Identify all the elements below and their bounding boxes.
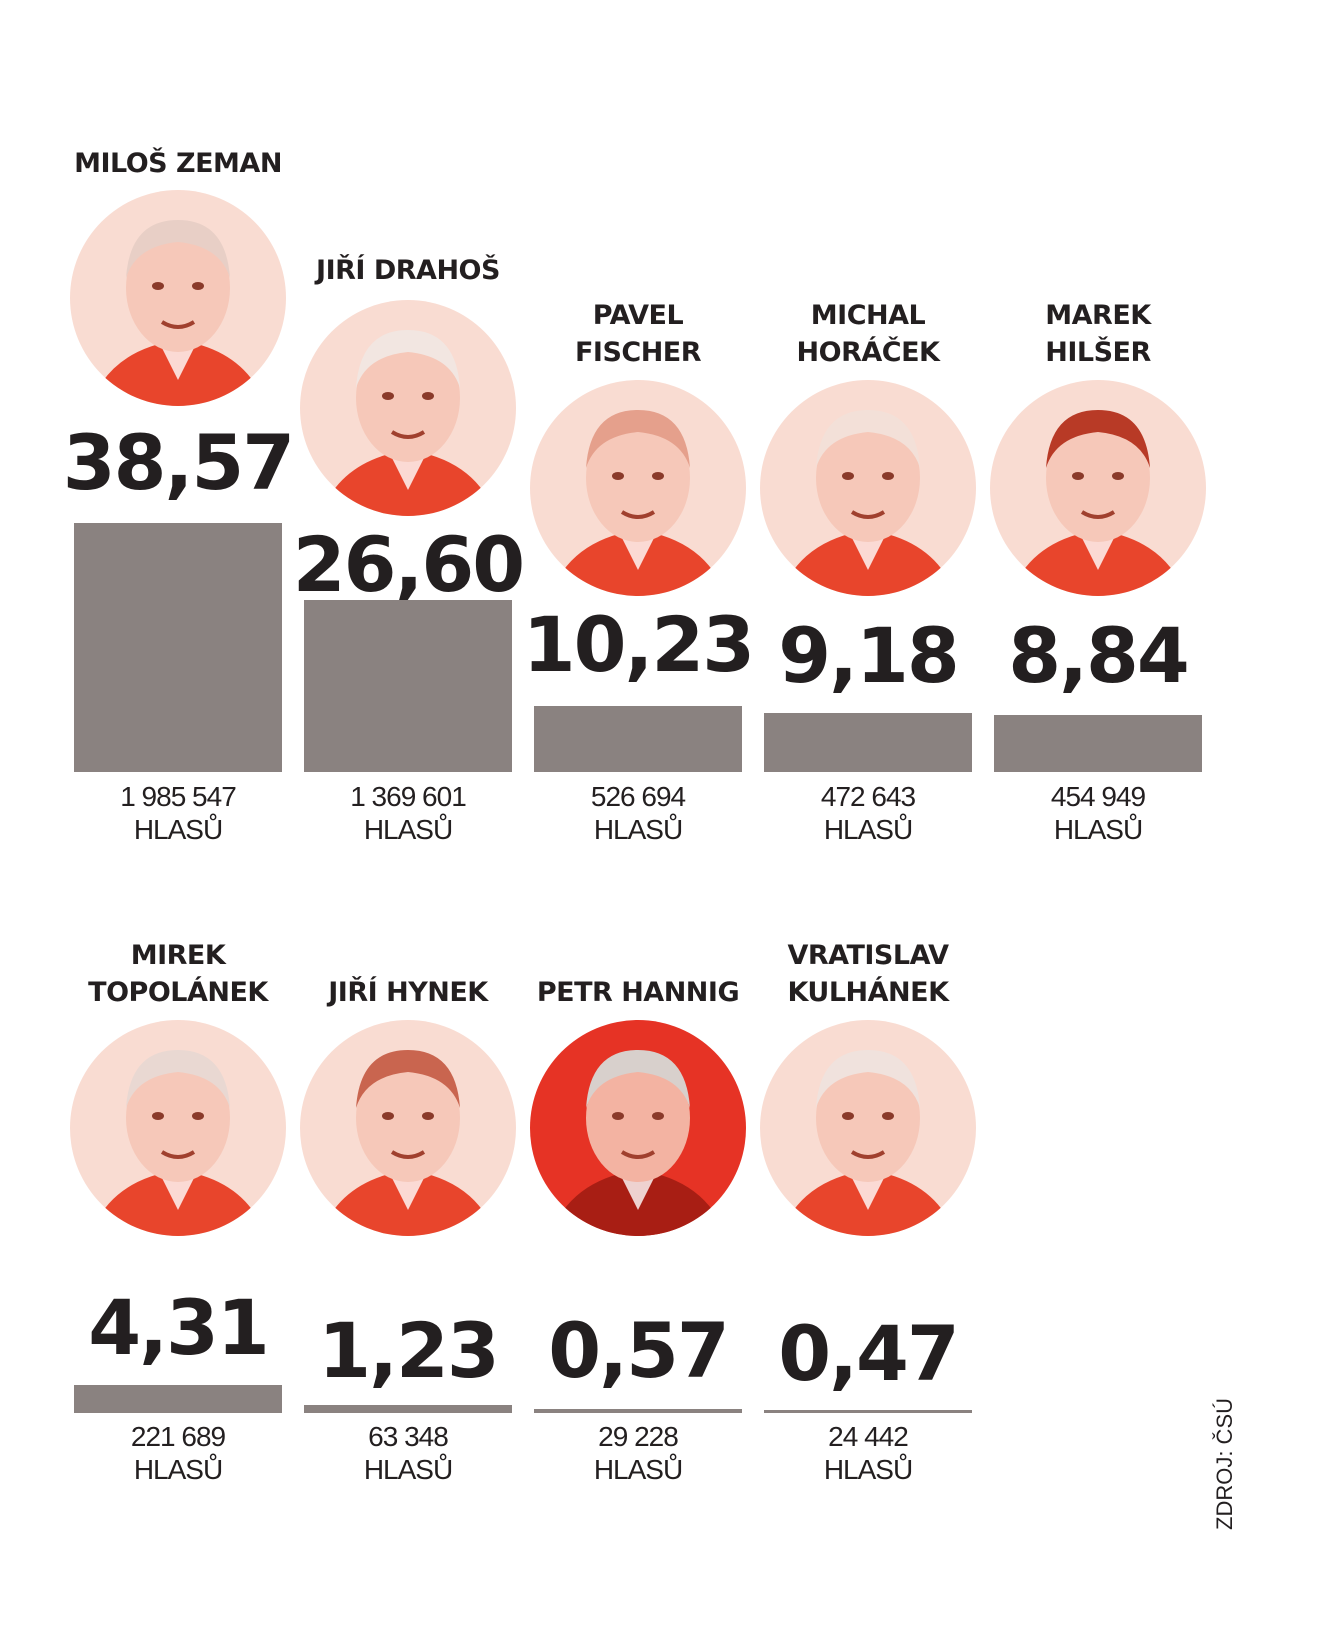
votes-unit: HLASŮ (593, 1454, 683, 1485)
candidate-photo (70, 190, 286, 406)
votes-label: 63 348 HLASŮ (288, 1420, 528, 1486)
candidate-name: JIŘÍ HYNEK (328, 977, 488, 1008)
candidate-name: MAREK HILŠER (1045, 300, 1151, 368)
votes-count: 526 694 (590, 781, 686, 812)
data-label-percent: 9,18 (778, 611, 960, 700)
data-label-percent: 8,84 (1008, 611, 1190, 700)
votes-label: 1 369 601 HLASŮ (288, 780, 528, 846)
candidate-photo (990, 380, 1206, 596)
data-label-percent: 4,31 (88, 1283, 270, 1372)
candidate-name: MIREK TOPOLÁNEK (88, 940, 268, 1008)
votes-unit: HLASŮ (363, 814, 453, 845)
votes-count: 472 643 (820, 781, 916, 812)
result-bar (534, 1409, 742, 1413)
data-label-percent: 38,57 (62, 418, 295, 507)
candidate-photo (300, 300, 516, 516)
votes-unit: HLASŮ (823, 1454, 913, 1485)
candidate-photo (760, 380, 976, 596)
candidate-name: JIŘÍ DRAHOŠ (316, 255, 500, 286)
result-bar (764, 712, 972, 772)
votes-unit: HLASŮ (593, 814, 683, 845)
candidate-photo (530, 1020, 746, 1236)
data-label-percent: 10,23 (522, 600, 755, 689)
votes-unit: HLASŮ (1053, 814, 1143, 845)
votes-label: 1 985 547 HLASŮ (58, 780, 298, 846)
votes-count: 63 348 (368, 1421, 449, 1452)
votes-unit: HLASŮ (133, 814, 223, 845)
source-note: ZDROJ: ČSÚ (1212, 1390, 1242, 1530)
candidate-name: VRATISLAV KULHÁNEK (787, 940, 949, 1008)
votes-count: 1 369 601 (350, 781, 467, 812)
votes-label: 24 442 HLASŮ (748, 1420, 988, 1486)
votes-count: 454 949 (1050, 781, 1146, 812)
result-bar (994, 714, 1202, 772)
votes-count: 24 442 (828, 1421, 909, 1452)
votes-unit: HLASŮ (133, 1454, 223, 1485)
votes-label: 472 643 HLASŮ (748, 780, 988, 846)
result-bar (74, 1385, 282, 1413)
votes-label: 221 689 HLASŮ (58, 1420, 298, 1486)
votes-label: 526 694 HLASŮ (518, 780, 758, 846)
votes-label: 454 949 HLASŮ (978, 780, 1218, 846)
votes-unit: HLASŮ (363, 1454, 453, 1485)
votes-count: 1 985 547 (120, 781, 237, 812)
result-bar (534, 706, 742, 772)
candidate-photo (300, 1020, 516, 1236)
source-label: ZDROJ: ČSÚ (1212, 1398, 1237, 1530)
result-bar (74, 523, 282, 772)
votes-label: 29 228 HLASŮ (518, 1420, 758, 1486)
data-label-percent: 1,23 (318, 1306, 500, 1395)
result-bar (764, 1409, 972, 1413)
candidate-name: PAVEL FISCHER (574, 300, 702, 368)
candidate-photo (70, 1020, 286, 1236)
votes-count: 29 228 (598, 1421, 679, 1452)
candidate-name: MILOŠ ZEMAN (74, 148, 282, 179)
result-bar (304, 600, 512, 772)
votes-count: 221 689 (130, 1421, 226, 1452)
votes-unit: HLASŮ (823, 814, 913, 845)
candidate-photo (530, 380, 746, 596)
candidate-photo (760, 1020, 976, 1236)
candidate-name: PETR HANNIG (536, 977, 740, 1008)
data-label-percent: 0,57 (548, 1306, 730, 1395)
result-bar (304, 1405, 512, 1413)
candidate-name: MICHAL HORÁČEK (796, 300, 940, 368)
data-label-percent: 26,60 (292, 520, 525, 609)
data-label-percent: 0,47 (778, 1309, 960, 1398)
